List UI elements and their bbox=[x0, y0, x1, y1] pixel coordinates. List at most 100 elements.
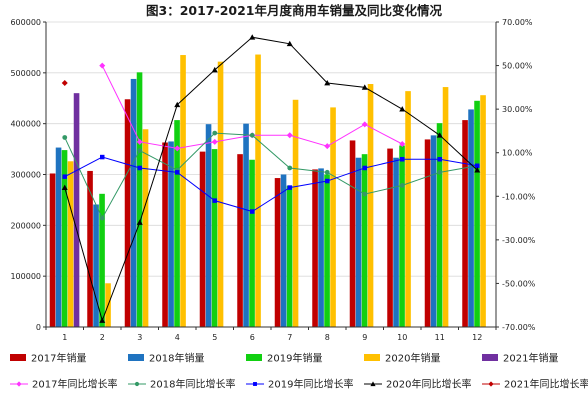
legend-marker bbox=[16, 381, 22, 387]
axes: 0 100000 200000 300000 400000 500000 600000 -70… bbox=[10, 18, 535, 342]
x-tick-label: 11 bbox=[435, 333, 445, 342]
bar-2017年销量-7 bbox=[274, 178, 281, 327]
point-2020年同比增长率-2 bbox=[99, 317, 106, 323]
bar-series-group bbox=[49, 54, 486, 328]
x-tick-label: 7 bbox=[287, 333, 292, 342]
y-right-tick-label: -30.00% bbox=[502, 236, 536, 245]
point-2019年同比增长率-7 bbox=[287, 185, 292, 190]
y-right-tick-label: 10.00% bbox=[502, 149, 533, 158]
x-tick-label: 3 bbox=[137, 333, 142, 342]
bar-2020年销量-10 bbox=[405, 91, 411, 327]
point-2018年同比增长率-10 bbox=[399, 182, 405, 188]
point-2019年同比增长率-2 bbox=[100, 154, 105, 160]
legend-label: 2019年销量 bbox=[267, 352, 322, 365]
bar-2019年销量-5 bbox=[211, 149, 218, 327]
bar-2017年销量-12 bbox=[462, 120, 468, 327]
y-right-tick-label: -10.00% bbox=[502, 192, 536, 201]
y-left-tick-label: 200000 bbox=[10, 221, 41, 230]
legend-label: 2019年同比增长率 bbox=[268, 378, 353, 391]
bar-2021年销量-1 bbox=[73, 93, 80, 328]
y-right-tick-label: 70.00% bbox=[502, 18, 533, 27]
x-tick-label: 8 bbox=[325, 333, 330, 342]
x-tick-label: 5 bbox=[212, 333, 217, 342]
bar-2019年销量-12 bbox=[474, 100, 480, 328]
y-right-tick-label: -50.00% bbox=[502, 279, 536, 288]
point-2018年同比增长率-1 bbox=[62, 135, 68, 140]
point-2019年同比增长率-12 bbox=[475, 163, 480, 169]
point-2019年同比增长率-6 bbox=[250, 209, 255, 214]
x-tick-label: 6 bbox=[250, 333, 255, 342]
point-2020年同比增长率-3 bbox=[136, 219, 143, 225]
point-2019年同比增长率-8 bbox=[325, 178, 330, 184]
line-2019年同比增长率 bbox=[64, 156, 478, 213]
bar-2018年销量-7 bbox=[280, 174, 287, 327]
bar-2017年销量-3 bbox=[124, 99, 131, 328]
point-2017年同比增长率-8 bbox=[324, 143, 331, 150]
legend-swatch bbox=[246, 354, 262, 361]
legend-label: 2018年同比增长率 bbox=[150, 378, 235, 391]
bar-2019年销量-3 bbox=[136, 72, 143, 327]
bar-2020年销量-6 bbox=[255, 54, 261, 328]
legend-label: 2020年同比增长率 bbox=[386, 378, 471, 391]
point-2020年同比增长率-10 bbox=[399, 106, 406, 112]
legend-label: 2017年销量 bbox=[31, 352, 86, 365]
x-tick-label: 10 bbox=[397, 333, 407, 342]
point-2017年同比增长率-5 bbox=[211, 138, 218, 145]
bar-2017年销量-5 bbox=[199, 151, 206, 327]
point-2017年同比增长率-7 bbox=[286, 132, 293, 139]
legend-swatch bbox=[128, 354, 144, 361]
bar-2019年销量-1 bbox=[61, 150, 68, 327]
bar-2020年销量-4 bbox=[180, 55, 186, 328]
point-2019年同比增长率-3 bbox=[137, 165, 142, 171]
point-2018年同比增长率-8 bbox=[324, 169, 330, 175]
point-2020年同比增长率-7 bbox=[286, 40, 293, 47]
bar-2020年销量-11 bbox=[442, 87, 449, 327]
legend-marker bbox=[134, 381, 140, 387]
bar-2017年销量-8 bbox=[312, 169, 318, 327]
y-left-tick-label: 100000 bbox=[10, 272, 41, 281]
bar-2018年销量-1 bbox=[55, 147, 62, 327]
point-2019年同比增长率-4 bbox=[175, 170, 180, 175]
line-2018年同比增长率 bbox=[64, 132, 478, 220]
point-2017年同比增长率-4 bbox=[174, 145, 181, 152]
bar-2018年销量-10 bbox=[393, 157, 399, 327]
bar-2020年销量-3 bbox=[142, 129, 149, 327]
point-2017年同比增长率-9 bbox=[361, 121, 368, 128]
legend-swatch bbox=[482, 354, 498, 361]
y-left-tick-label: 500000 bbox=[10, 69, 41, 78]
point-2019年同比增长率-10 bbox=[400, 157, 405, 162]
point-2020年同比增长率-12 bbox=[474, 167, 481, 173]
x-tick-label: 2 bbox=[100, 333, 105, 342]
point-2018年同比增长率-6 bbox=[249, 132, 255, 138]
x-tick-label: 9 bbox=[362, 333, 367, 342]
bar-2017年销量-4 bbox=[162, 142, 168, 327]
bar-2019年销量-9 bbox=[361, 154, 368, 327]
point-2017年同比增长率-2 bbox=[99, 62, 106, 69]
point-2018年同比增长率-5 bbox=[212, 130, 218, 136]
legend-marker bbox=[253, 382, 257, 386]
point-2020年同比增长率-1 bbox=[61, 184, 68, 190]
point-2018年同比增长率-2 bbox=[99, 215, 105, 221]
point-2017年同比增长率-3 bbox=[136, 138, 143, 145]
x-tick-label: 12 bbox=[472, 333, 482, 342]
legend-swatch bbox=[10, 354, 26, 361]
bar-2019年销量-6 bbox=[249, 159, 255, 327]
bar-2017年销量-11 bbox=[424, 139, 431, 327]
y-right-tick-label: -70.00% bbox=[502, 323, 536, 332]
bar-2019年销量-10 bbox=[399, 145, 405, 327]
y-left-tick-label: 600000 bbox=[10, 18, 41, 27]
y-right-tick-label: 50.00% bbox=[502, 62, 533, 71]
point-2020年同比增长率-8 bbox=[324, 80, 331, 86]
point-2019年同比增长率-9 bbox=[362, 165, 367, 171]
point-2018年同比增长率-3 bbox=[137, 148, 143, 153]
point-2018年同比增长率-11 bbox=[437, 169, 443, 175]
legend: 2017年销量 2018年销量 2019年销量 2020年销量 2021年销量 2017年… bbox=[10, 352, 588, 391]
bar-2019年销量-7 bbox=[286, 185, 293, 327]
legend-label: 2021年销量 bbox=[503, 352, 558, 365]
bar-2017年销量-10 bbox=[387, 148, 393, 327]
bar-2018年销量-8 bbox=[318, 168, 324, 327]
bar-2020年销量-1 bbox=[67, 161, 74, 327]
point-2020年同比增长率-11 bbox=[436, 132, 443, 138]
bar-2018年销量-12 bbox=[468, 109, 474, 327]
